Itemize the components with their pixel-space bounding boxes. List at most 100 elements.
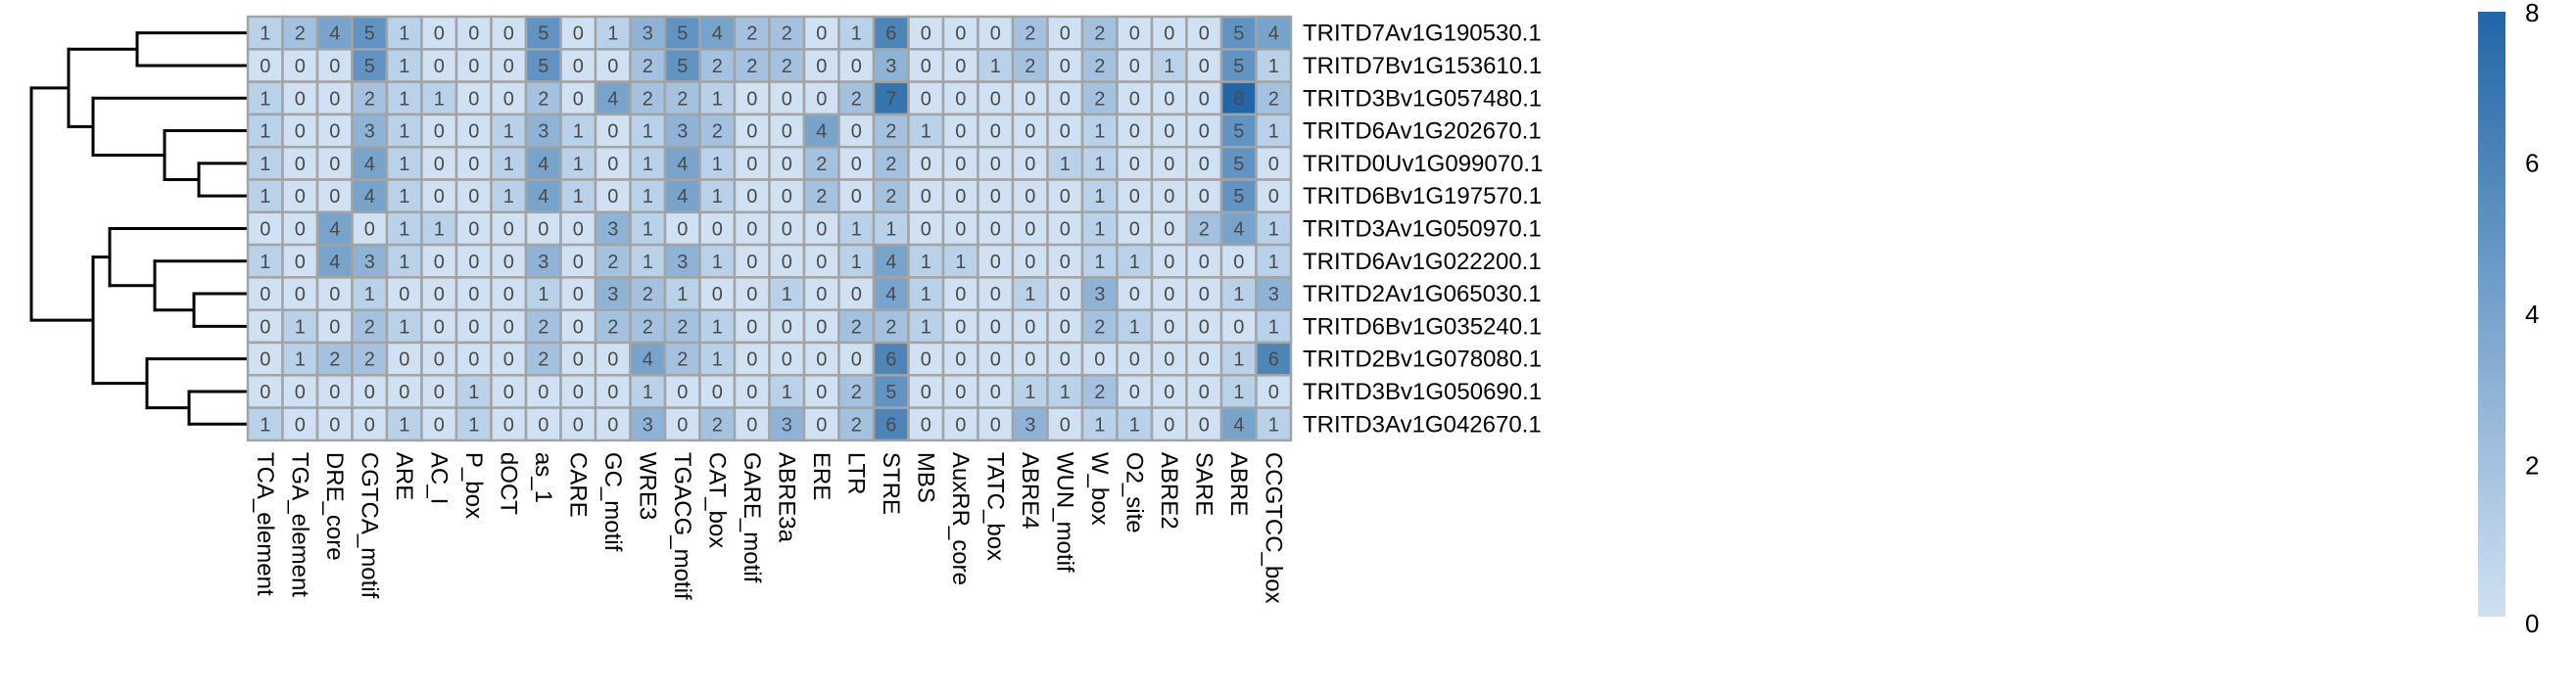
- cell-value-label: 1: [712, 154, 723, 175]
- cell-value-label: 0: [573, 88, 584, 110]
- cell-value-label: 0: [1129, 56, 1140, 77]
- cell-value-label: 1: [399, 88, 409, 110]
- cell-value-label: 0: [782, 316, 792, 338]
- cell-value-label: 0: [1199, 154, 1210, 175]
- heatmap-cell: [733, 113, 771, 149]
- heatmap-cell: [941, 210, 979, 247]
- cell-value-label: 0: [921, 218, 931, 240]
- cell-value-label: 0: [329, 414, 340, 436]
- cell-value-label: 1: [921, 284, 931, 305]
- heatmap-cell: [977, 80, 1015, 116]
- cell-value-label: 0: [816, 382, 827, 403]
- cell-value-label: 1: [399, 218, 409, 240]
- cell-value-label: 0: [329, 121, 340, 143]
- heatmap-cell: [837, 406, 876, 442]
- cell-value-label: 0: [1233, 252, 1244, 273]
- cell-value-label: 0: [851, 186, 862, 208]
- heatmap-cell: [698, 15, 737, 51]
- cell-value-label: 2: [364, 88, 375, 110]
- heatmap-cell: [907, 308, 945, 345]
- cell-value-label: 0: [955, 121, 966, 143]
- cell-value-label: 5: [677, 23, 688, 45]
- cell-value-label: 0: [503, 88, 514, 110]
- cell-value-label: 1: [851, 218, 862, 240]
- cell-value-label: 0: [468, 316, 479, 338]
- heatmap-cell: [663, 178, 701, 214]
- cell-value-label: 1: [1129, 316, 1140, 338]
- cell-value-label: 0: [990, 382, 1001, 403]
- cell-value-label: 2: [1025, 23, 1035, 45]
- column-label: CCGTCC_box: [1260, 452, 1286, 604]
- cell-value-label: 0: [468, 88, 479, 110]
- cell-value-label: 6: [885, 23, 896, 45]
- cell-value-label: 0: [364, 382, 375, 403]
- cell-value-label: 3: [677, 252, 688, 273]
- cell-value-label: 0: [607, 56, 618, 77]
- cell-value-label: 0: [434, 284, 445, 305]
- cell-value-label: 0: [816, 252, 827, 273]
- cell-value-label: 1: [573, 186, 584, 208]
- column-label: DRE_core: [321, 452, 348, 561]
- cell-value-label: 0: [921, 382, 931, 403]
- heatmap-cell: [837, 80, 876, 116]
- cell-value-label: 4: [329, 218, 340, 240]
- cell-value-label: 0: [1164, 218, 1174, 240]
- cell-value-label: 1: [712, 88, 723, 110]
- cell-value-label: 2: [1268, 88, 1279, 110]
- cell-value-label: 0: [1164, 23, 1174, 45]
- heatmap-cell: [1046, 308, 1084, 345]
- cell-value-label: 0: [1199, 56, 1210, 77]
- cell-value-label: 2: [643, 284, 653, 305]
- heatmap-cell: [698, 113, 737, 149]
- cell-value-label: 0: [1060, 186, 1071, 208]
- cell-value-label: 0: [329, 154, 340, 175]
- cell-value-label: 0: [816, 88, 827, 110]
- column-label: LTR: [842, 452, 869, 495]
- heatmap-cell: [1116, 308, 1154, 345]
- cell-value-label: 3: [1025, 414, 1035, 436]
- cell-value-label: 2: [885, 316, 896, 338]
- cell-value-label: 1: [1268, 252, 1279, 273]
- cell-value-label: 0: [295, 186, 306, 208]
- cell-value-label: 0: [816, 56, 827, 77]
- column-label: SARE: [1190, 452, 1216, 516]
- heatmap-cell: [977, 15, 1015, 51]
- cell-value-label: 0: [1060, 349, 1071, 371]
- cell-value-label: 0: [573, 414, 584, 436]
- cell-value-label: 3: [538, 252, 549, 273]
- column-label: CGTCA_motif: [356, 452, 382, 599]
- cell-value-label: 0: [1060, 414, 1071, 436]
- heatmap-cell: [872, 80, 910, 116]
- cell-value-label: 2: [643, 316, 653, 338]
- cell-value-label: 2: [782, 23, 792, 45]
- heatmap-cell: [1255, 48, 1293, 83]
- heatmap-cell: [1219, 210, 1258, 247]
- cell-value-label: 1: [712, 186, 723, 208]
- cell-value-label: 0: [816, 218, 827, 240]
- cell-value-label: 0: [434, 186, 445, 208]
- cell-value-label: 0: [955, 186, 966, 208]
- heatmap-cell: [1255, 178, 1293, 214]
- cell-value-label: 2: [364, 349, 375, 371]
- cell-value-label: 1: [503, 121, 514, 143]
- cell-value-label: 0: [746, 186, 757, 208]
- cell-value-label: 1: [1233, 349, 1244, 371]
- cell-value-label: 3: [538, 121, 549, 143]
- cell-value-label: 1: [1060, 382, 1071, 403]
- cell-value-label: 0: [816, 349, 827, 371]
- cell-value-label: 0: [434, 349, 445, 371]
- heatmap-cell: [351, 210, 389, 247]
- cell-value-label: 0: [468, 284, 479, 305]
- cell-value-label: 0: [990, 23, 1001, 45]
- cell-value-label: 0: [746, 284, 757, 305]
- legend-tick-label: 2: [2525, 451, 2539, 481]
- heatmap-cell: [524, 210, 562, 247]
- cell-value-label: 1: [1094, 414, 1105, 436]
- cell-value-label: 1: [1268, 218, 1279, 240]
- cell-value-label: 0: [1164, 414, 1174, 436]
- cell-value-label: 1: [399, 414, 409, 436]
- column-label: AC_I: [425, 452, 452, 504]
- cell-value-label: 2: [1094, 23, 1105, 45]
- cell-value-label: 2: [851, 414, 862, 436]
- cell-value-label: 0: [746, 349, 757, 371]
